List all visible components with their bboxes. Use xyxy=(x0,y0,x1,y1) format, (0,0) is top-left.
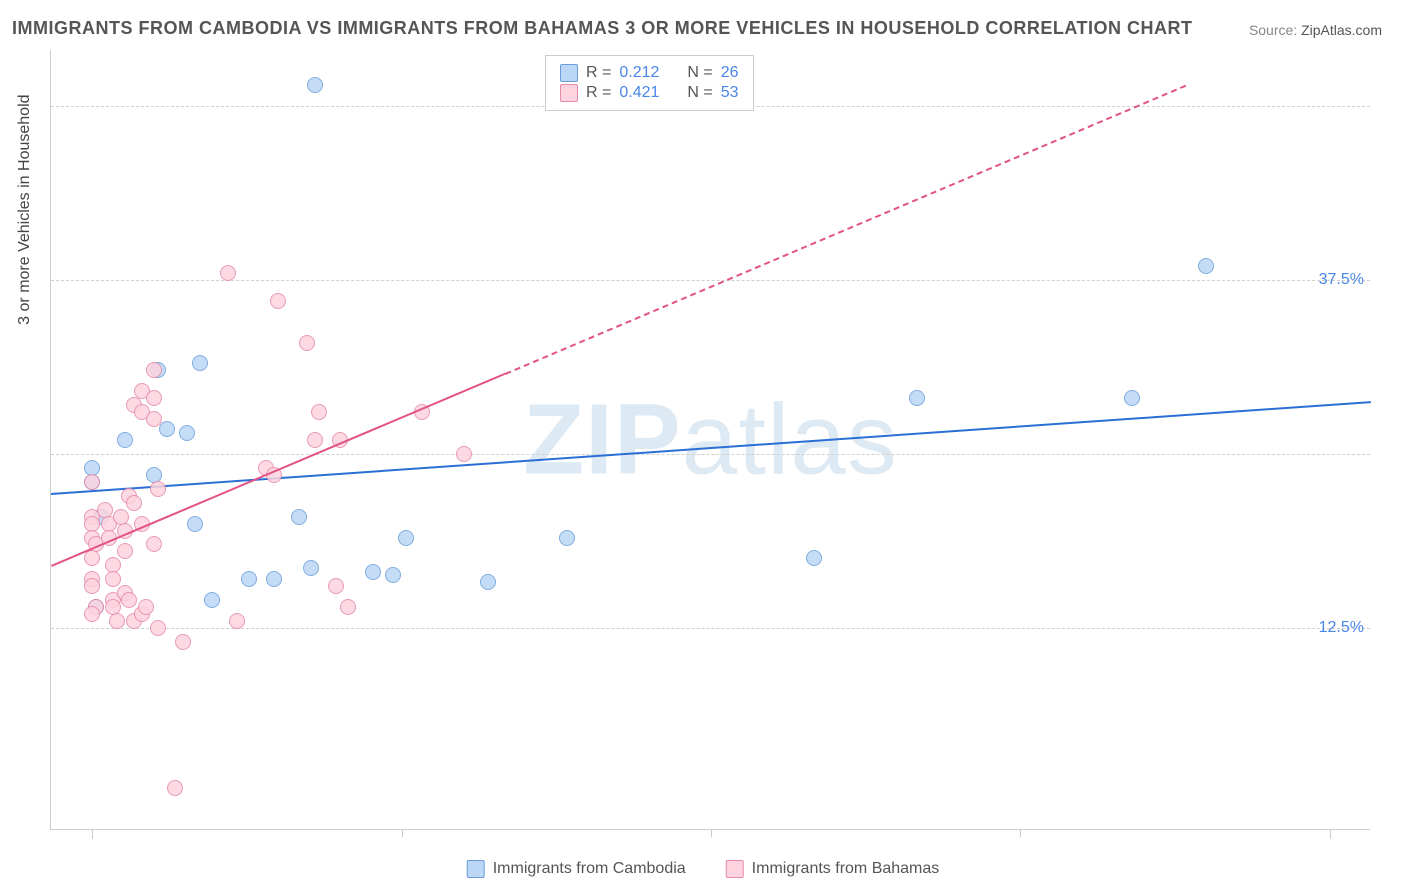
scatter-point xyxy=(192,355,208,371)
y-axis-label: 3 or more Vehicles in Household xyxy=(16,94,34,324)
scatter-point xyxy=(385,567,401,583)
gridline xyxy=(51,628,1370,629)
scatter-point xyxy=(398,530,414,546)
legend-label: Immigrants from Cambodia xyxy=(493,860,686,878)
n-value: 53 xyxy=(721,84,739,102)
source-attribution: Source: ZipAtlas.com xyxy=(1249,22,1382,38)
n-label: N = xyxy=(687,64,712,82)
scatter-point xyxy=(365,564,381,580)
source-label: Source: xyxy=(1249,22,1297,38)
scatter-point xyxy=(179,425,195,441)
scatter-point xyxy=(270,293,286,309)
chart-plot-area: ZIPatlas 12.5% 37.5% xyxy=(50,50,1370,830)
n-label: N = xyxy=(687,84,712,102)
scatter-point xyxy=(146,411,162,427)
scatter-point xyxy=(117,432,133,448)
scatter-point xyxy=(456,446,472,462)
scatter-point xyxy=(220,265,236,281)
legend-label: Immigrants from Bahamas xyxy=(752,860,940,878)
scatter-point xyxy=(109,613,125,629)
trend-line xyxy=(505,85,1186,375)
scatter-point xyxy=(909,390,925,406)
scatter-point xyxy=(480,574,496,590)
scatter-point xyxy=(150,481,166,497)
scatter-point xyxy=(84,550,100,566)
legend-swatch xyxy=(467,860,485,878)
r-value: 0.421 xyxy=(619,84,659,102)
scatter-point xyxy=(84,474,100,490)
scatter-point xyxy=(303,560,319,576)
n-value: 26 xyxy=(721,64,739,82)
legend-item: Immigrants from Bahamas xyxy=(726,860,940,878)
x-tick xyxy=(1020,829,1021,837)
legend-item: Immigrants from Cambodia xyxy=(467,860,686,878)
scatter-point xyxy=(138,599,154,615)
stats-row: R = 0.421 N = 53 xyxy=(560,84,739,102)
x-tick xyxy=(711,829,712,837)
scatter-point xyxy=(266,571,282,587)
scatter-point xyxy=(559,530,575,546)
stats-row: R = 0.212 N = 26 xyxy=(560,64,739,82)
scatter-point xyxy=(84,578,100,594)
legend-swatch xyxy=(726,860,744,878)
scatter-point xyxy=(1124,390,1140,406)
scatter-point xyxy=(311,404,327,420)
scatter-point xyxy=(291,509,307,525)
bottom-legend: Immigrants from Cambodia Immigrants from … xyxy=(467,860,940,878)
r-label: R = xyxy=(586,64,611,82)
scatter-point xyxy=(307,432,323,448)
scatter-point xyxy=(105,571,121,587)
scatter-point xyxy=(167,780,183,796)
scatter-point xyxy=(229,613,245,629)
x-tick xyxy=(402,829,403,837)
chart-title: IMMIGRANTS FROM CAMBODIA VS IMMIGRANTS F… xyxy=(12,18,1192,39)
scatter-point xyxy=(1198,258,1214,274)
scatter-point xyxy=(150,620,166,636)
source-value: ZipAtlas.com xyxy=(1301,22,1382,38)
correlation-stats-box: R = 0.212 N = 26 R = 0.421 N = 53 xyxy=(545,55,754,111)
legend-swatch xyxy=(560,84,578,102)
x-tick xyxy=(92,829,93,839)
scatter-point xyxy=(117,543,133,559)
legend-swatch xyxy=(560,64,578,82)
scatter-point xyxy=(328,578,344,594)
scatter-point xyxy=(121,592,137,608)
scatter-point xyxy=(146,390,162,406)
scatter-point xyxy=(806,550,822,566)
scatter-point xyxy=(299,335,315,351)
trend-line xyxy=(51,373,506,567)
scatter-point xyxy=(187,516,203,532)
y-tick-label: 37.5% xyxy=(1319,271,1364,289)
scatter-point xyxy=(340,599,356,615)
watermark-bold: ZIP xyxy=(523,383,682,495)
scatter-point xyxy=(146,362,162,378)
r-value: 0.212 xyxy=(619,64,659,82)
gridline xyxy=(51,454,1370,455)
scatter-point xyxy=(307,77,323,93)
gridline xyxy=(51,280,1370,281)
y-tick-label: 12.5% xyxy=(1319,619,1364,637)
watermark-light: atlas xyxy=(682,383,898,495)
scatter-point xyxy=(146,536,162,552)
scatter-point xyxy=(126,495,142,511)
scatter-point xyxy=(241,571,257,587)
scatter-point xyxy=(84,606,100,622)
scatter-point xyxy=(204,592,220,608)
x-tick xyxy=(1330,829,1331,839)
scatter-point xyxy=(175,634,191,650)
r-label: R = xyxy=(586,84,611,102)
